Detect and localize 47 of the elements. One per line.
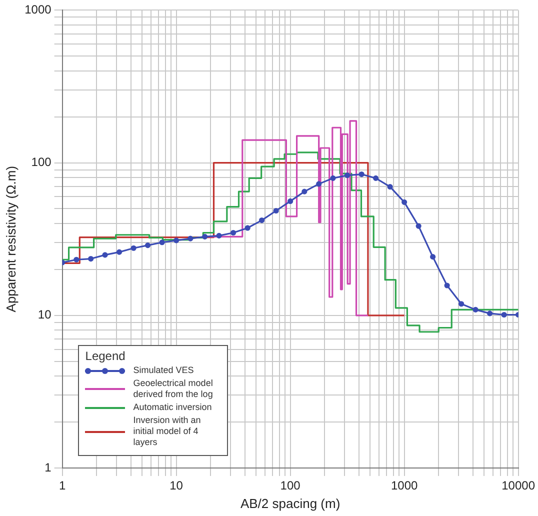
point [372, 175, 379, 181]
point [202, 234, 208, 240]
point [501, 312, 507, 318]
x-axis-title: AB/2 spacing (m) [240, 496, 340, 511]
y-tick-label: 1000 [24, 2, 52, 17]
y-tick-label: 100 [31, 155, 52, 170]
legend-label: Inversion with an initial model of 4 layers [133, 415, 202, 448]
legend-title: Legend [85, 349, 126, 363]
point [302, 188, 308, 194]
point [102, 252, 108, 258]
point [288, 198, 294, 204]
point [258, 217, 265, 224]
point [216, 232, 222, 238]
point [244, 225, 250, 231]
legend-label: Geoelectrical model derived from the log [133, 378, 214, 400]
point [230, 230, 236, 236]
point [487, 310, 493, 316]
legend-label: Automatic inversion [133, 402, 212, 413]
point [159, 240, 165, 246]
point [358, 171, 364, 178]
point [144, 242, 151, 248]
point [316, 181, 322, 187]
x-tick-label: 100 [280, 478, 301, 493]
point [402, 199, 408, 205]
point [430, 254, 436, 260]
x-tick-label: 1 [58, 478, 66, 493]
point [74, 256, 80, 262]
point [188, 236, 194, 242]
point [472, 306, 478, 312]
y-tick-label: 1 [44, 460, 52, 474]
y-tick-label: 10 [38, 308, 52, 322]
legend-label: Simulated VES [133, 365, 194, 376]
point [330, 175, 336, 181]
point [116, 249, 122, 255]
point [88, 256, 94, 262]
point [344, 172, 350, 178]
point [130, 245, 136, 251]
point [273, 208, 279, 214]
x-tick-label: 10000 [502, 478, 536, 493]
x-tick-label: 1000 [390, 478, 418, 493]
point [416, 223, 422, 229]
point [174, 238, 180, 244]
y-axis-title: Apparent resistivity (Ω.m) [3, 166, 18, 312]
point [458, 301, 464, 307]
point [444, 282, 450, 288]
point [387, 184, 393, 190]
x-tick-label: 10 [170, 478, 184, 493]
